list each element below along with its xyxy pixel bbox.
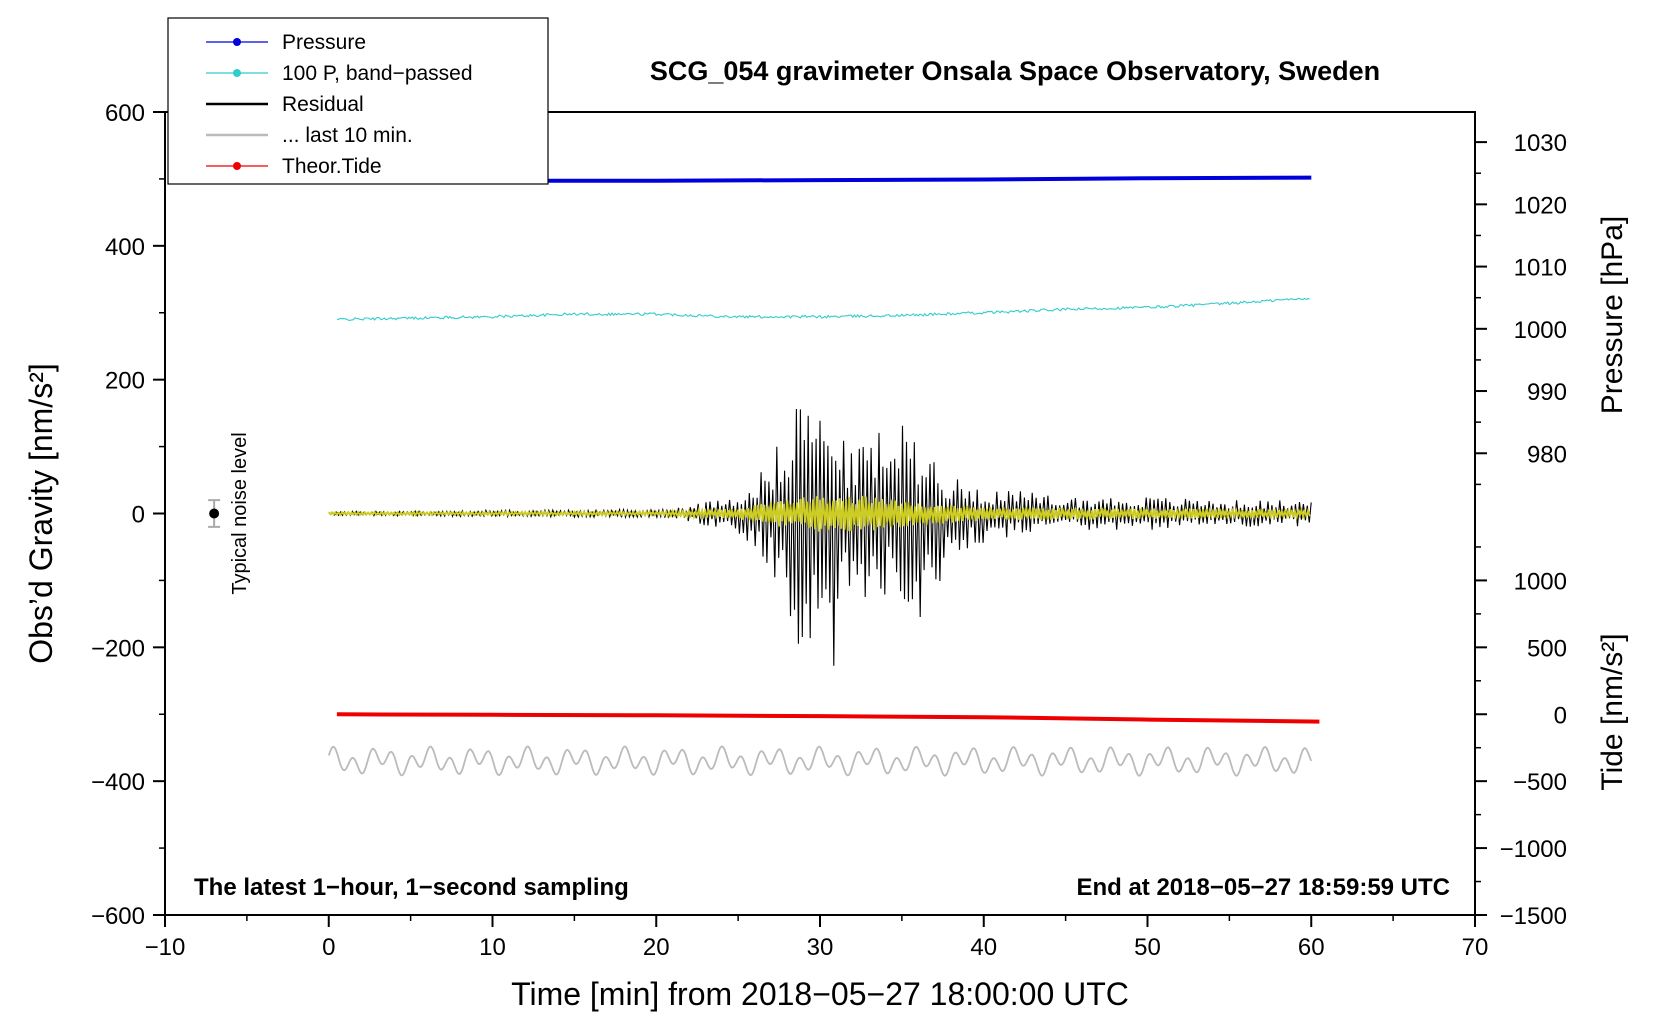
y-tick-label: 0 <box>132 502 145 529</box>
chart-title: SCG_054 gravimeter Onsala Space Observat… <box>650 56 1380 86</box>
y-tick-label: −600 <box>91 903 145 930</box>
pressure-tick-label: 1020 <box>1514 192 1567 219</box>
y-tick-label: −200 <box>91 635 145 662</box>
y-tick-label: 400 <box>105 234 145 261</box>
band-passed-series <box>336 297 1310 321</box>
x-tick-label: 40 <box>970 934 997 961</box>
y-tick-label: −400 <box>91 769 145 796</box>
x-tick-label: 30 <box>807 934 834 961</box>
tide-tick-label: 0 <box>1554 702 1567 729</box>
pressure-tick-label: 990 <box>1527 379 1567 406</box>
tide-series <box>336 712 1320 724</box>
legend-label: 100 P, band−passed <box>282 62 473 85</box>
tide-axis-label: Tide [nm/s²] <box>1596 633 1629 790</box>
noise-point <box>209 508 220 519</box>
legend-label: Pressure <box>282 31 366 54</box>
legend-marker <box>233 69 241 77</box>
pressure-tick-label: 1000 <box>1514 317 1567 344</box>
sampling-note: The latest 1−hour, 1−second sampling <box>194 874 629 901</box>
tide-tick-label: −1500 <box>1500 903 1567 930</box>
x-tick-label: −10 <box>145 934 186 961</box>
noise-label: Typical noise level <box>229 432 251 594</box>
series-layer <box>208 175 1320 777</box>
text-layer: Typical noise level−10 0 10 20 30 40 50 60 70−60… <box>23 56 1629 1012</box>
x-tick-label: 20 <box>643 934 670 961</box>
legend: Pressure 100 P, band−passed Residual ... la… <box>167 17 549 185</box>
legend-marker <box>233 162 241 170</box>
y-axis-label: Obs’d Gravity [nm/s²] <box>23 363 59 664</box>
last-10-min-series <box>327 745 1313 777</box>
pressure-tick-label: 1030 <box>1514 130 1567 157</box>
tide-tick-label: 500 <box>1527 635 1567 662</box>
filtered-series <box>328 495 1311 532</box>
x-tick-label: 0 <box>322 934 335 961</box>
legend-label: Theor.Tide <box>282 155 382 178</box>
tide-tick-label: −500 <box>1513 769 1567 796</box>
pressure-tick-label: 980 <box>1527 441 1567 468</box>
x-tick-label: 70 <box>1462 934 1489 961</box>
pressure-axis-label: Pressure [hPa] <box>1596 216 1629 414</box>
tide-tick-label: 1000 <box>1514 568 1567 595</box>
x-tick-label: 10 <box>479 934 506 961</box>
legend-label: ... last 10 min. <box>282 124 413 147</box>
legend-box <box>167 17 549 185</box>
tide-tick-label: −1000 <box>1500 836 1567 863</box>
x-tick-label: 50 <box>1134 934 1161 961</box>
legend-label: Residual <box>282 93 364 116</box>
pressure-tick-label: 1010 <box>1514 255 1567 282</box>
y-tick-label: 600 <box>105 100 145 127</box>
axes-layer <box>153 111 1487 927</box>
legend-marker <box>233 38 241 46</box>
x-tick-label: 60 <box>1298 934 1325 961</box>
y-tick-label: 200 <box>105 368 145 395</box>
residual-series <box>328 408 1312 666</box>
x-axis-label: Time [min] from 2018−05−27 18:00:00 UTC <box>511 976 1129 1012</box>
end-time-note: End at 2018−05−27 18:59:59 UTC <box>1076 874 1450 901</box>
